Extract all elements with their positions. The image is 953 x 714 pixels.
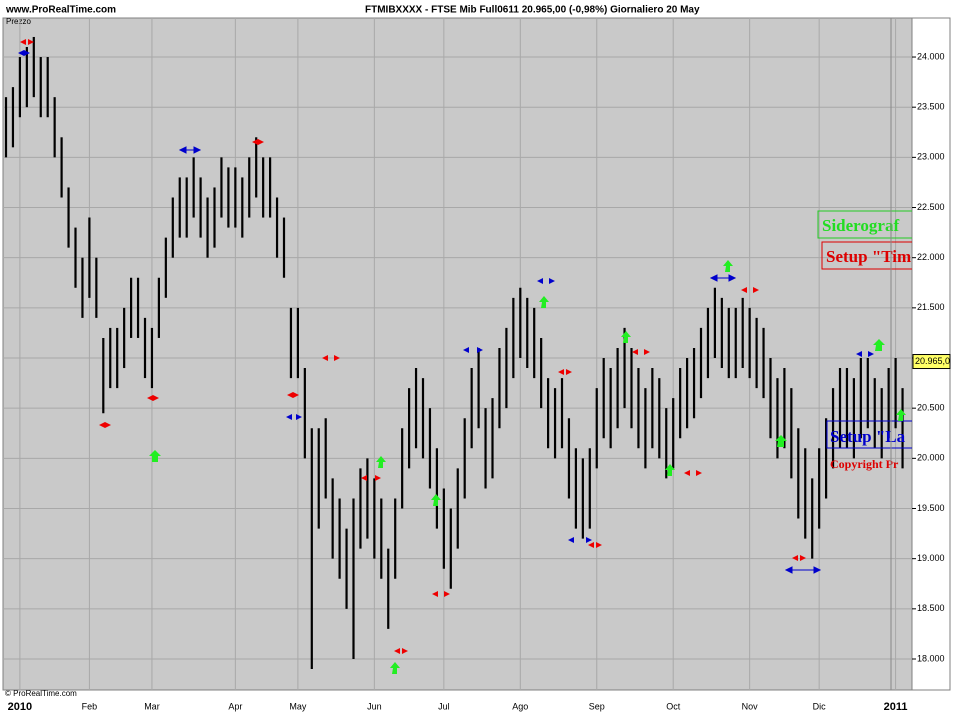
signal [376, 456, 386, 468]
y-tick-label: 20.000 [917, 453, 945, 463]
annotations: Siderograf Setup "Tim Setup "La Copyrigh… [817, 18, 912, 690]
y-tick-label: 18.500 [917, 603, 945, 613]
x-tick-label: Ago [512, 701, 528, 711]
y-tick-label: 18.000 [917, 653, 945, 663]
y-tick-label: 23.000 [917, 152, 945, 162]
signal [431, 494, 441, 506]
signal [178, 146, 202, 154]
last-price-box [912, 354, 951, 370]
signal [149, 450, 161, 462]
signal [896, 409, 906, 421]
x-tick-label: Mar [144, 701, 160, 711]
y-tick-label: 19.000 [917, 553, 945, 563]
signal [361, 475, 381, 481]
annotation: Siderograf [822, 216, 899, 235]
x-tick-label: Nov [742, 701, 759, 711]
signal [432, 591, 450, 597]
signal [18, 50, 30, 56]
signal [568, 537, 592, 543]
annotation-box [817, 210, 912, 239]
site-label: www.ProRealTime.com [5, 5, 116, 16]
y-tick-label: 19.500 [917, 503, 945, 513]
signal [684, 470, 702, 476]
x-tick-label: Apr [228, 701, 242, 711]
signal [147, 395, 159, 401]
signal [723, 260, 733, 272]
x-tick-label: Feb [82, 701, 98, 711]
y-tick-label: 23.500 [917, 102, 945, 112]
signal [287, 392, 299, 398]
annotation: Setup "Tim [826, 247, 911, 266]
signal [741, 287, 759, 293]
x-tick-label: 2010 [8, 701, 32, 713]
x-tick-label: Dic [813, 701, 826, 711]
instrument-label: FTMIBXXXX - FTSE Mib Full0611 20.965,00 … [365, 5, 700, 16]
signal [322, 355, 340, 361]
signal [539, 296, 549, 308]
signals [18, 39, 906, 674]
signal [558, 369, 572, 375]
y-tick-label: 22.000 [917, 252, 945, 262]
signal [709, 274, 737, 282]
signal [665, 464, 675, 476]
y-axis-area [911, 17, 951, 691]
annotation-box [821, 241, 912, 270]
signal [99, 422, 111, 428]
x-tick-label: Sep [589, 701, 605, 711]
signal [588, 542, 602, 548]
annotation: Copyright Pr [830, 457, 899, 471]
signal [621, 331, 631, 343]
plot-area [2, 17, 913, 691]
y-tick-label: 21.500 [917, 302, 945, 312]
signal [632, 349, 650, 355]
annotation-box [826, 420, 912, 449]
signal [775, 435, 787, 447]
x-tick-label: May [289, 701, 307, 711]
x-tick-label: Jun [367, 701, 382, 711]
y-axis-label: Prezzo [6, 17, 31, 26]
y-tick-label: 24.000 [917, 51, 945, 61]
signal [390, 662, 400, 674]
signal [784, 566, 822, 574]
x-tick-label: Jul [438, 701, 450, 711]
signal [394, 648, 408, 654]
y-tick-label: 20.500 [917, 403, 945, 413]
signal [856, 351, 874, 357]
signal [286, 414, 302, 420]
signal [463, 347, 483, 353]
signal [252, 139, 264, 145]
annotation: Setup "La [830, 427, 906, 446]
plot [3, 18, 912, 690]
x-tick-label: 2011 [884, 701, 908, 713]
y-tick-label: 22.500 [917, 202, 945, 212]
signal [537, 278, 555, 284]
signal [792, 555, 806, 561]
last-price-label: 20.965,0 [915, 356, 950, 366]
footer: © ProRealTime.com [5, 689, 77, 698]
x-tick-label: Oct [666, 701, 681, 711]
signal [873, 339, 885, 351]
signal [20, 39, 34, 45]
